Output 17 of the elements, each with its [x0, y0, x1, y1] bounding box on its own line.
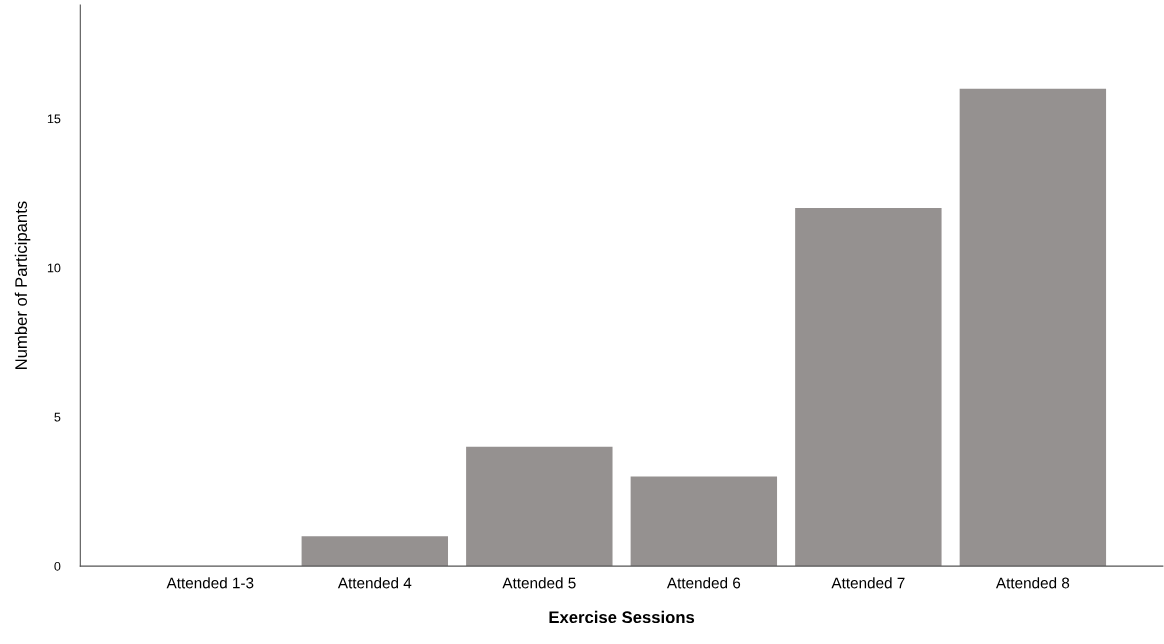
y-tick-label: 0	[54, 561, 61, 571]
bar	[466, 446, 613, 567]
x-tick-label: Attended 1-3	[166, 577, 254, 589]
x-tick-label: Attended 7	[831, 577, 905, 589]
y-axis-title: Number of Participants	[14, 201, 31, 369]
x-tick-label: Attended 5	[502, 577, 576, 589]
bar	[959, 88, 1107, 567]
bar	[795, 208, 942, 567]
x-tick-label: Attended 8	[995, 577, 1070, 589]
y-tick-label: 15	[47, 114, 61, 124]
y-tick-label: 10	[47, 263, 61, 273]
x-tick-label: Attended 6	[666, 577, 741, 589]
bar	[301, 536, 449, 567]
y-tick-label: 5	[54, 412, 61, 422]
x-tick-label: Attended 4	[337, 577, 412, 589]
bar	[630, 476, 778, 567]
x-axis-title: Exercise Sessions	[549, 610, 695, 624]
